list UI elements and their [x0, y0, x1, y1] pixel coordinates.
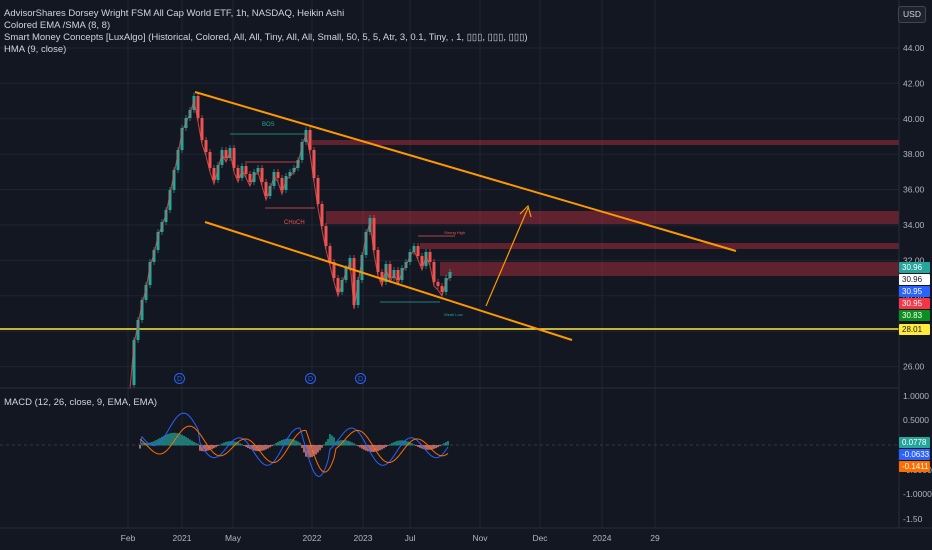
price-tick-label: 40.00 [903, 114, 925, 124]
indicator-hma[interactable]: HMA (9, close) [4, 44, 67, 55]
projection-arrow[interactable] [485, 207, 529, 307]
macd-title[interactable]: MACD (12, 26, close, 9, EMA, EMA) [4, 397, 158, 408]
price-tag: 30.83 [899, 310, 930, 321]
zone-3 [420, 243, 899, 249]
time-tick-label: Dec [532, 533, 548, 543]
price-tag: 30.96 [899, 262, 930, 273]
time-tick-label: 2024 [593, 533, 612, 543]
choch-label: CHoCH [284, 220, 305, 226]
macd-tick-label: 1.0000 [903, 391, 929, 401]
zone-4 [440, 262, 899, 276]
projection-arrowhead [519, 204, 532, 218]
symbol-title[interactable]: AdvisorShares Dorsey Wright FSM All Cap … [4, 8, 345, 19]
strong-high-label: Strong High [444, 230, 465, 235]
supply-zones [312, 140, 899, 276]
smc-structure [230, 133, 455, 303]
price-tick-label: 42.00 [903, 78, 925, 88]
macd-legend: MACD (12, 26, close, 9, EMA, EMA) [4, 397, 157, 409]
zone-1 [312, 140, 899, 145]
dividend-event-icon[interactable]: D [305, 373, 316, 384]
indicator-smc[interactable]: Smart Money Concepts [LuxAlgo] (Historic… [4, 32, 528, 43]
macd-signal-line [139, 425, 449, 473]
dividend-event-icon[interactable]: D [355, 373, 366, 384]
candles [132, 93, 452, 388]
time-tick-label: 2021 [173, 533, 192, 543]
moving-average-line [129, 99, 451, 390]
macd-tick-label: -1.50 [903, 514, 923, 524]
macd-tick-label: -1.0000 [903, 489, 932, 499]
price-tick-label: 34.00 [903, 220, 925, 230]
trendline-upper[interactable] [194, 91, 737, 252]
macd-value-tag: 0.0778 [899, 437, 930, 448]
macd-histogram [139, 432, 449, 458]
time-tick-label: Nov [472, 533, 488, 543]
price-tick-label: 36.00 [903, 185, 925, 195]
indicator-ema-sma[interactable]: Colored EMA /SMA (8, 8) [4, 20, 111, 31]
bos-label: BOS [262, 122, 275, 128]
time-tick-label: May [225, 533, 242, 543]
macd-tick-label: 0.5000 [903, 415, 929, 425]
zone-2 [326, 211, 899, 224]
time-tick-label: 2022 [303, 533, 322, 543]
price-tick-label: 38.00 [903, 149, 925, 159]
price-tick-label: 44.00 [903, 43, 925, 53]
weak-low-label: Weak Low [444, 312, 463, 317]
currency-button[interactable]: USD [898, 6, 926, 23]
price-tag: 28.01 [899, 324, 930, 335]
macd-value-tag: -0.0633 [899, 449, 930, 460]
time-tick-label: 29 [650, 533, 660, 543]
price-tick-label: 26.00 [903, 362, 925, 372]
dividend-event-icon[interactable]: D [174, 373, 185, 384]
time-tick-label: Feb [121, 533, 136, 543]
price-axis[interactable]: 44.0042.0040.0038.0036.0034.0032.0030.00… [903, 43, 925, 372]
chart-legend: AdvisorShares Dorsey Wright FSM All Cap … [4, 8, 527, 56]
time-tick-label: 2023 [354, 533, 373, 543]
price-tag: 30.96 [899, 274, 930, 285]
trendline-lower[interactable] [204, 221, 573, 341]
macd-line [139, 412, 449, 477]
price-tick-label: 32.00 [903, 255, 925, 265]
macd-value-tag: -0.1411 [899, 461, 930, 472]
price-tag: 30.95 [899, 286, 930, 297]
time-axis[interactable]: Feb 2021 May 2022 2023 Jul Nov Dec 2024 29 [121, 533, 660, 543]
time-tick-label: Jul [405, 533, 416, 543]
price-tag: 30.95 [899, 298, 930, 309]
grid [0, 0, 899, 528]
